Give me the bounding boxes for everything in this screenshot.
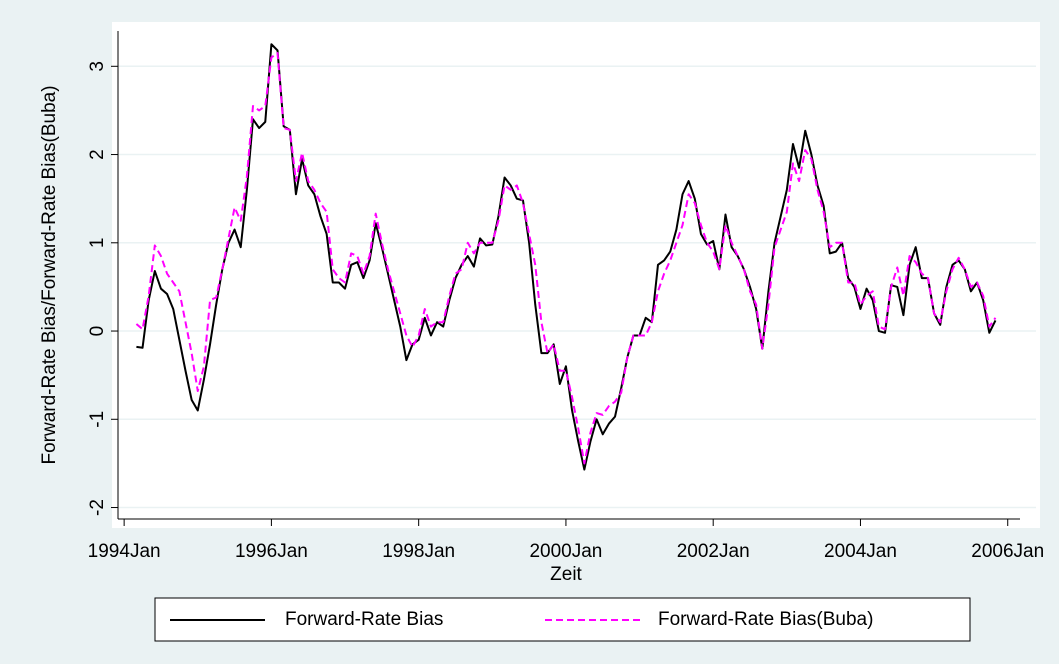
x-tick-label: 2002Jan	[677, 541, 750, 562]
y-axis-title: Forward-Rate Bias/Forward-Rate Bias(Buba…	[39, 85, 60, 464]
y-tick-label: 2	[87, 149, 108, 160]
x-axis-title: Zeit	[550, 564, 582, 585]
y-tick-label: -1	[87, 411, 108, 428]
legend-label: Forward-Rate Bias	[285, 609, 443, 630]
x-tick-label: 2004Jan	[824, 541, 897, 562]
legend-label: Forward-Rate Bias(Buba)	[658, 609, 873, 630]
y-tick-label: -2	[87, 499, 108, 516]
x-tick-label: 1996Jan	[235, 541, 308, 562]
plot-region	[112, 22, 1040, 528]
y-tick-label: 0	[87, 326, 108, 337]
series-line	[135, 52, 997, 465]
x-tick-label: 1998Jan	[382, 541, 455, 562]
x-tick-label: 1994Jan	[88, 541, 161, 562]
x-tick-label: 2000Jan	[529, 541, 602, 562]
x-tick-label: 2006Jan	[971, 541, 1044, 562]
y-tick-label: 3	[87, 61, 108, 72]
y-tick-label: 1	[87, 238, 108, 249]
